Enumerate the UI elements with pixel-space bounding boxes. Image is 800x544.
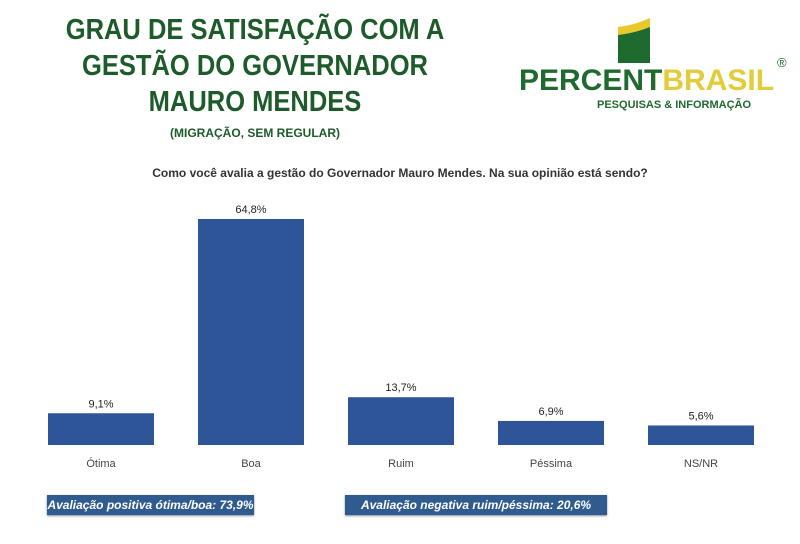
category-label-2: Ruim xyxy=(388,458,414,470)
data-label-2: 13,7% xyxy=(385,382,416,394)
data-label-1: 64,8% xyxy=(235,204,266,216)
title-line-3: MAURO MENDES xyxy=(148,86,362,118)
logo-wordmark: PERCENTBRASIL xyxy=(519,64,774,97)
bar-0 xyxy=(48,413,154,445)
category-label-3: Péssima xyxy=(530,458,573,470)
data-label-4: 5,6% xyxy=(688,410,713,422)
data-label-3: 6,9% xyxy=(538,406,563,418)
category-label-0: Ótima xyxy=(86,457,116,470)
bar-1 xyxy=(198,219,304,445)
category-label-4: NS/NR xyxy=(684,458,718,470)
data-label-0: 9,1% xyxy=(88,398,113,410)
subtitle: (MIGRAÇÃO, SEM REGULAR) xyxy=(170,126,340,140)
negative-evaluation-box: Avaliação negativa ruim/péssima: 20,6% xyxy=(345,495,607,515)
bar-4 xyxy=(648,425,754,445)
title-line-2: GESTÃO DO GOVERNADOR xyxy=(82,50,428,82)
logo-tagline: PESQUISAS & INFORMAÇÃO xyxy=(597,98,751,111)
positive-evaluation-box: Avaliação positiva ótima/boa: 73,9% xyxy=(47,495,254,515)
logo-flag-green xyxy=(618,27,650,63)
percentbrasil-logo: PERCENTBRASIL ® PESQUISAS & INFORMAÇÃO xyxy=(519,18,787,111)
bar-2 xyxy=(348,397,454,445)
logo-text-percent: PERCENT xyxy=(519,64,662,97)
title-line-1: GRAU DE SATISFAÇÃO COM A xyxy=(65,14,445,46)
logo-flag-yellow xyxy=(618,18,650,35)
logo-text-brasil: BRASIL xyxy=(662,64,774,97)
registered-mark: ® xyxy=(777,55,787,70)
category-label-1: Boa xyxy=(241,458,261,470)
chart-question: Como você avalia a gestão do Governador … xyxy=(152,166,648,180)
bar-3 xyxy=(498,420,604,445)
